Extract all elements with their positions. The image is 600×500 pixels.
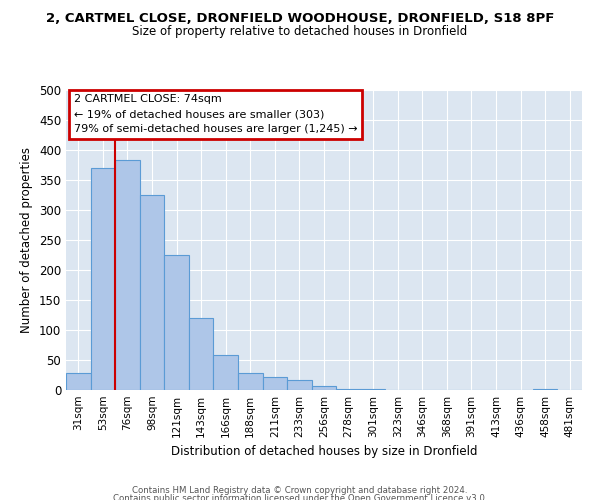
Text: Size of property relative to detached houses in Dronfield: Size of property relative to detached ho…	[133, 24, 467, 38]
Bar	[214, 355, 238, 390]
X-axis label: Distribution of detached houses by size in Dronfield: Distribution of detached houses by size …	[171, 446, 477, 458]
Y-axis label: Number of detached properties: Number of detached properties	[20, 147, 34, 333]
Bar	[336, 389, 361, 390]
Bar	[140, 195, 164, 390]
Text: 2, CARTMEL CLOSE, DRONFIELD WOODHOUSE, DRONFIELD, S18 8PF: 2, CARTMEL CLOSE, DRONFIELD WOODHOUSE, D…	[46, 12, 554, 26]
Text: Contains HM Land Registry data © Crown copyright and database right 2024.: Contains HM Land Registry data © Crown c…	[132, 486, 468, 495]
Text: 2 CARTMEL CLOSE: 74sqm
← 19% of detached houses are smaller (303)
79% of semi-de: 2 CARTMEL CLOSE: 74sqm ← 19% of detached…	[74, 94, 358, 134]
Bar	[287, 380, 312, 390]
Bar	[263, 377, 287, 390]
Bar	[91, 168, 115, 390]
Bar	[189, 318, 214, 390]
Bar	[238, 373, 263, 390]
Bar	[66, 373, 91, 390]
Bar	[164, 255, 189, 390]
Bar	[115, 160, 140, 390]
Bar	[312, 386, 336, 390]
Text: Contains public sector information licensed under the Open Government Licence v3: Contains public sector information licen…	[113, 494, 487, 500]
